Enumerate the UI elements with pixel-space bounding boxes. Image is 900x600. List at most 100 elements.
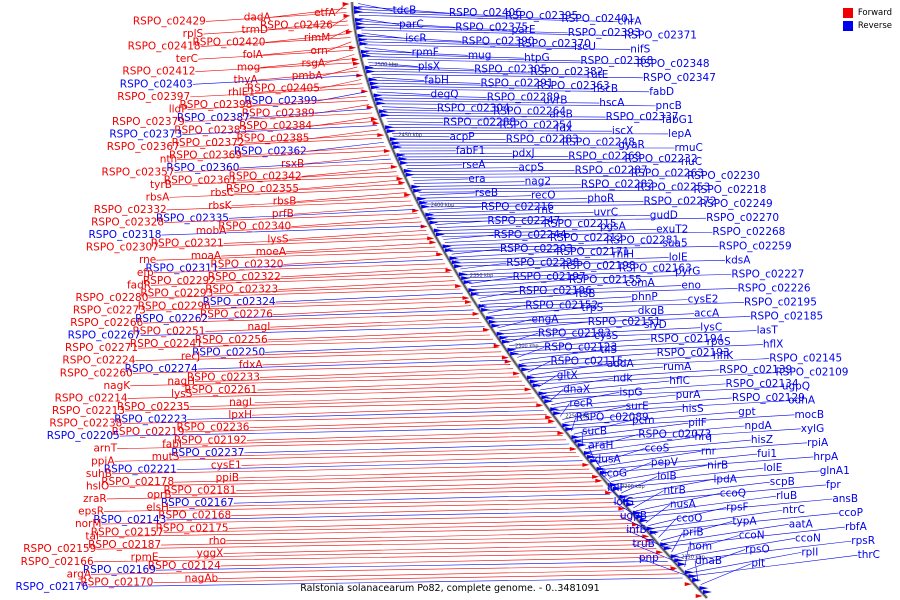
reverse-leader-line xyxy=(433,217,707,223)
gene-label: hrpA xyxy=(813,451,839,463)
scale-tick-label: 2200 kbp xyxy=(621,484,645,490)
gene-label: dusA xyxy=(595,454,622,466)
forward-leader-line xyxy=(210,297,466,307)
reverse-leader-line xyxy=(663,523,789,544)
forward-leader-line xyxy=(249,108,371,119)
forward-leader-line xyxy=(332,16,348,26)
gene-label: RSPO_c02371 xyxy=(624,30,697,42)
reverse-leader-line xyxy=(511,338,651,349)
reverse-leader-line xyxy=(497,319,532,329)
forward-leader-line xyxy=(171,485,604,496)
reverse-gene-mark xyxy=(574,439,584,444)
reverse-leader-line xyxy=(456,257,669,264)
reverse-leader-line xyxy=(599,450,701,467)
reverse-leader-line xyxy=(689,552,802,574)
reverse-leader-line xyxy=(384,112,550,115)
reverse-leader-line xyxy=(375,88,650,93)
gene-label: plsX xyxy=(418,61,440,73)
reverse-leader-line xyxy=(403,158,625,161)
gene-label: hflK xyxy=(713,350,734,362)
gene-label: pit xyxy=(751,558,765,570)
forward-leader-line xyxy=(226,221,422,232)
forward-leader-line xyxy=(233,493,610,504)
reverse-gene-mark xyxy=(553,411,563,416)
reverse-leader-line xyxy=(519,349,601,361)
reverse-leader-line xyxy=(648,507,727,526)
reverse-leader-line xyxy=(588,445,595,461)
forward-leader-line xyxy=(106,489,607,500)
gene-label: ugpQ xyxy=(782,381,810,393)
gene-label: comA xyxy=(625,277,655,289)
forward-leader-line xyxy=(221,246,436,257)
forward-leader-line xyxy=(203,24,349,35)
gene-label: lldP xyxy=(169,103,188,115)
gene-label: RSPO_c02276 xyxy=(200,309,273,321)
reverse-leader-line xyxy=(666,526,845,547)
gene-label: RSPO_c02214 xyxy=(55,392,128,404)
reverse-leader-line xyxy=(458,260,726,267)
reverse-gene-mark xyxy=(703,590,712,594)
reverse-gene-mark xyxy=(357,33,367,38)
gene-label: rsxB xyxy=(281,158,304,170)
forward-leader-line xyxy=(163,523,635,533)
reverse-leader-line xyxy=(389,127,556,129)
reverse-leader-line xyxy=(414,181,525,184)
gene-label: npdA xyxy=(745,420,773,432)
scale-tick-label: 2450 kbp xyxy=(398,132,422,138)
gene-label: pnp xyxy=(639,552,659,564)
reverse-leader-line xyxy=(467,274,732,282)
gene-label: RSPO_c02403 xyxy=(120,78,193,90)
reverse-gene-mark xyxy=(391,141,401,146)
forward-leader-line xyxy=(135,351,502,362)
gene-label: purA xyxy=(676,389,702,401)
forward-leader-line xyxy=(267,330,488,341)
reverse-leader-line xyxy=(357,3,393,11)
forward-leader-line xyxy=(88,577,683,588)
gene-label: RSPO_c02367 xyxy=(107,141,180,153)
forward-leader-line xyxy=(137,338,493,349)
gene-label: mutS xyxy=(152,451,180,463)
forward-leader-line xyxy=(130,376,520,387)
gene-label: exuT2 xyxy=(656,223,688,235)
forward-leader-line xyxy=(244,443,570,454)
gene-label: RSPO_c02273 xyxy=(73,304,146,316)
gene-label: arsB xyxy=(549,108,572,120)
forward-gene-mark xyxy=(493,343,501,348)
forward-leader-line xyxy=(101,514,628,525)
reverse-leader-line xyxy=(501,324,645,335)
forward-leader-line xyxy=(252,96,367,106)
gene-label: hscA xyxy=(599,97,625,109)
gene-label: nagK xyxy=(104,380,132,392)
forward-gene-mark xyxy=(349,45,357,50)
forward-leader-line xyxy=(174,163,393,173)
reverse-gene-mark xyxy=(419,200,429,205)
forward-leader-line xyxy=(259,368,514,378)
gene-label: accA xyxy=(694,308,720,320)
forward-leader-line xyxy=(220,556,664,567)
gene-label: RSPO_c02266 xyxy=(70,317,143,329)
forward-leader-line xyxy=(330,28,350,39)
legend-forward: Forward xyxy=(842,8,892,18)
reverse-gene-mark xyxy=(463,280,473,285)
gene-label: lolB xyxy=(657,471,676,483)
reverse-leader-line xyxy=(626,529,670,550)
reverse-leader-line xyxy=(487,304,526,314)
gene-label: RSPO_c02418 xyxy=(128,41,201,53)
reverse-leader-line xyxy=(601,453,758,470)
reverse-gene-mark xyxy=(421,204,431,209)
reverse-gene-mark xyxy=(632,510,642,515)
forward-gene-mark xyxy=(670,566,678,571)
forward-gene-mark xyxy=(429,240,437,245)
forward-leader-line xyxy=(174,473,593,483)
forward-leader-line xyxy=(158,238,431,248)
forward-leader-line xyxy=(114,452,576,462)
reverse-gene-mark xyxy=(510,351,520,356)
gene-label: RSPO_c02267 xyxy=(68,330,141,342)
gene-label: RSPO_c02347 xyxy=(643,72,716,84)
gene-label: RSPO_c02340 xyxy=(218,221,291,233)
gene-label: fabD xyxy=(649,86,674,98)
gene-label: mobA xyxy=(196,225,227,237)
forward-leader-line xyxy=(189,397,535,408)
reverse-gene-mark xyxy=(596,466,606,471)
gene-label: gyaR xyxy=(618,139,645,151)
